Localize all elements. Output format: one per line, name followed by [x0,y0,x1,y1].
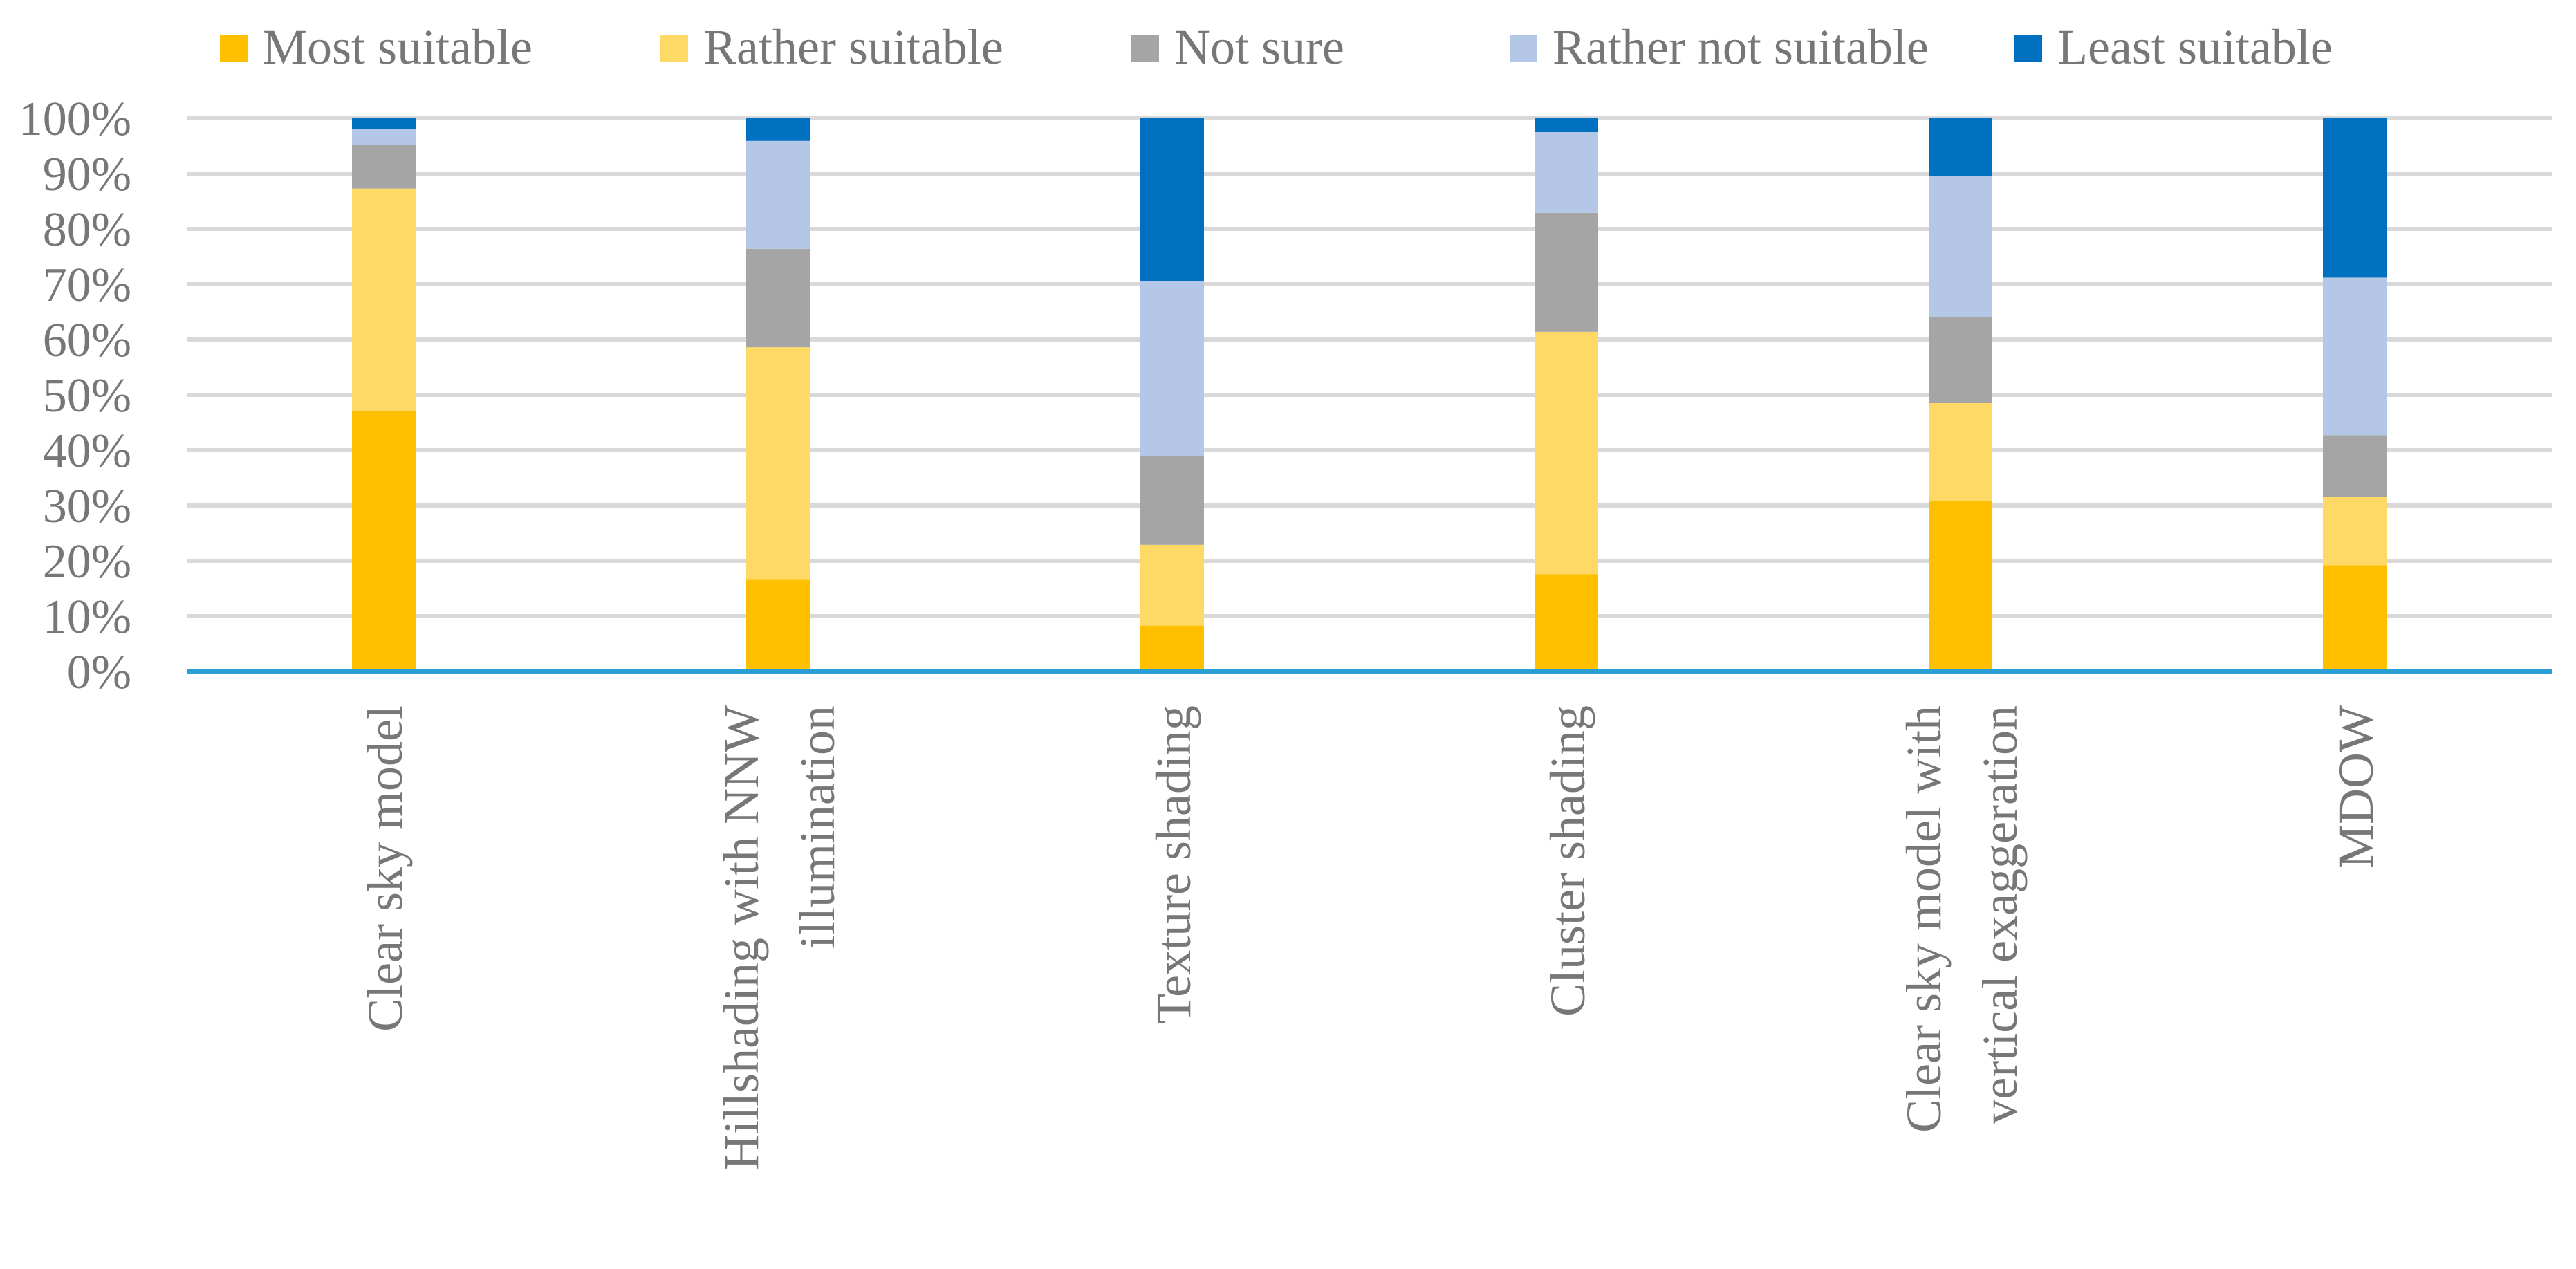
y-tick-label: 70% [43,259,131,312]
legend-label-rather-suitable: Rather suitable [703,19,1003,75]
bar-segment-most-suitable [1929,501,1992,671]
x-tick-label: illumination [790,705,845,949]
y-tick-label: 0% [67,646,131,699]
bar-segment-most-suitable [1535,574,1598,671]
x-tick-label: Cluster shading [1540,705,1595,1017]
legend-swatch-rather-not-suitable [1510,35,1537,62]
y-tick-label: 60% [43,314,131,367]
bar-segment-least-suitable [352,118,416,129]
bar-segment-rather-suitable [352,188,416,411]
bar-segment-rather-not-suitable [746,140,810,249]
bar-segment-most-suitable [746,579,810,671]
bar-segment-not-sure [1140,456,1204,545]
bar-segment-not-sure [746,248,810,348]
bar-segment-rather-not-suitable [1535,132,1598,213]
bar-segment-most-suitable [2323,565,2387,671]
legend: Most suitable Rather suitable Not sure Rath… [220,19,2333,75]
legend-swatch-least-suitable [2014,35,2042,62]
bar-segment-not-sure [352,145,416,189]
y-tick-label: 100% [19,93,131,146]
y-axis: 0%10%20%30%40%50%60%70%80%90%100% [19,93,131,699]
x-tick-label: MDOW [2328,705,2384,869]
legend-label-rather-not-suitable: Rather not suitable [1553,19,1929,75]
x-tick-label: Clear sky model with [1896,705,1952,1133]
bar-segment-rather-suitable [2323,497,2387,566]
y-tick-label: 90% [43,148,131,201]
bar-segment-rather-not-suitable [352,129,416,145]
y-tick-label: 10% [43,591,131,644]
y-tick-label: 20% [43,535,131,589]
y-tick-label: 80% [43,203,131,257]
bar-segment-not-sure [2323,435,2387,497]
y-tick-label: 30% [43,480,131,533]
bars [352,118,2387,671]
y-tick-label: 40% [43,425,131,478]
bar-segment-rather-suitable [746,347,810,580]
gridlines [187,116,2552,618]
bar-segment-rather-not-suitable [1929,176,1992,317]
bar-segment-most-suitable [1140,625,1204,671]
legend-label-not-sure: Not sure [1174,19,1344,75]
y-tick-label: 50% [43,369,131,423]
legend-label-least-suitable: Least suitable [2057,19,2333,75]
bar-segment-least-suitable [1929,118,1992,176]
legend-label-most-suitable: Most suitable [263,19,532,75]
legend-swatch-most-suitable [220,35,248,62]
x-tick-label: vertical exaggeration [1972,705,2028,1124]
bar-segment-most-suitable [352,411,416,671]
x-tick-label: Texture shading [1146,705,1201,1024]
bar-segment-rather-suitable [1929,403,1992,501]
legend-swatch-not-sure [1131,35,1159,62]
bar-segment-rather-suitable [1535,331,1598,575]
x-tick-label: Hillshading with NNW [714,705,769,1170]
legend-swatch-rather-suitable [660,35,688,62]
x-tick-label: Clear sky model [358,705,413,1032]
bar-segment-least-suitable [746,118,810,141]
bar-segment-least-suitable [1535,118,1598,132]
bar-segment-rather-not-suitable [2323,277,2387,436]
bar-segment-not-sure [1535,212,1598,332]
bar-segment-least-suitable [1140,118,1204,281]
bar-segment-rather-not-suitable [1140,281,1204,456]
bar-segment-rather-suitable [1140,544,1204,626]
x-axis: Clear sky model Hillshading with NNW illum… [187,669,2552,1170]
bar-segment-not-sure [1929,317,1992,403]
bar-segment-least-suitable [2323,118,2387,278]
